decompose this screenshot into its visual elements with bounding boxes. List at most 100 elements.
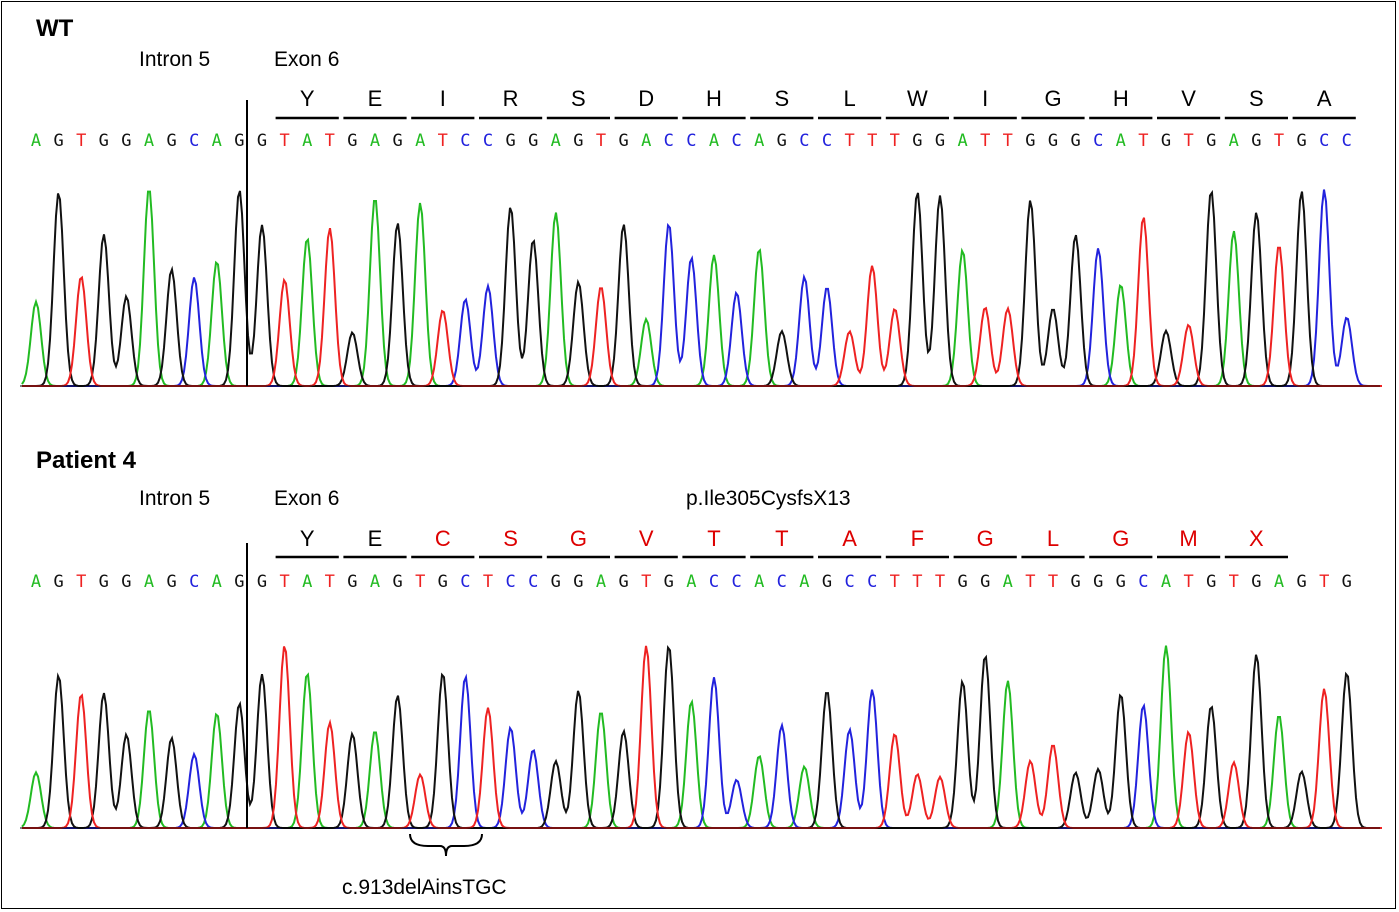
base-call: G — [935, 131, 945, 151]
base-call: T — [1274, 131, 1284, 151]
base-call: A — [596, 572, 606, 592]
amino-acid-label: G — [1044, 86, 1061, 111]
base-call: G — [121, 572, 131, 592]
base-call: T — [867, 131, 877, 151]
amino-acid-label: E — [368, 86, 383, 111]
amino-acid-label: Y — [300, 526, 315, 551]
base-call: C — [460, 131, 470, 151]
base-call: G — [392, 572, 402, 592]
amino-acid-label: D — [638, 86, 654, 111]
base-call: A — [370, 131, 380, 151]
amino-acid-label: T — [775, 526, 788, 551]
base-call: G — [664, 572, 674, 592]
base-call: A — [1161, 572, 1171, 592]
amino-acid-label: V — [639, 526, 654, 551]
amino-acid-label: V — [1181, 86, 1196, 111]
base-call: A — [212, 131, 222, 151]
amino-acid-label: S — [571, 86, 586, 111]
amino-acid-label: E — [368, 526, 383, 551]
base-call: T — [483, 572, 493, 592]
base-call: C — [189, 131, 199, 151]
base-call: G — [528, 131, 538, 151]
base-call: G — [1161, 131, 1171, 151]
base-call: A — [415, 131, 425, 151]
base-call: T — [415, 572, 425, 592]
amino-acid-label: G — [570, 526, 587, 551]
base-call: G — [1048, 131, 1058, 151]
base-call: G — [1251, 572, 1261, 592]
base-call: G — [166, 131, 176, 151]
base-call: T — [1138, 131, 1148, 151]
amino-acid-label: I — [982, 86, 988, 111]
base-call: T — [1003, 131, 1013, 151]
base-call: T — [844, 131, 854, 151]
amino-acid-label: H — [1113, 86, 1129, 111]
base-call: G — [121, 131, 131, 151]
insertion-brace — [409, 833, 483, 857]
base-call: G — [1206, 131, 1216, 151]
base-call: T — [912, 572, 922, 592]
base-call: A — [641, 131, 651, 151]
base-call: G — [53, 131, 63, 151]
base-call: C — [1342, 131, 1352, 151]
base-call: C — [709, 572, 719, 592]
patient-protein-mutation-label: p.Ile305CysfsX13 — [686, 487, 851, 510]
base-call: G — [99, 131, 109, 151]
base-call: G — [1251, 131, 1261, 151]
amino-acid-label: F — [911, 526, 924, 551]
base-call: G — [1296, 131, 1306, 151]
base-call: T — [1183, 131, 1193, 151]
base-call: C — [460, 572, 470, 592]
base-call: G — [1206, 572, 1216, 592]
amino-acid-label: H — [706, 86, 722, 111]
base-call: C — [483, 131, 493, 151]
base-call: G — [347, 572, 357, 592]
base-call: G — [1296, 572, 1306, 592]
base-call: A — [754, 131, 764, 151]
base-call: T — [935, 572, 945, 592]
base-call: G — [1093, 572, 1103, 592]
base-call: C — [731, 572, 741, 592]
base-call: G — [822, 572, 832, 592]
base-call: G — [980, 572, 990, 592]
base-call: G — [166, 572, 176, 592]
base-call: C — [1093, 131, 1103, 151]
wt-intron-label: Intron 5 — [139, 48, 210, 71]
base-call: A — [1229, 131, 1239, 151]
base-call: A — [957, 131, 967, 151]
base-call: A — [754, 572, 764, 592]
base-call: A — [302, 572, 312, 592]
amino-acid-label: G — [977, 526, 994, 551]
base-call: T — [1229, 572, 1239, 592]
base-call: C — [867, 572, 877, 592]
base-call: A — [709, 131, 719, 151]
base-call: G — [618, 131, 628, 151]
base-call: C — [686, 131, 696, 151]
base-call: T — [76, 131, 86, 151]
base-call: C — [844, 572, 854, 592]
base-call: T — [641, 572, 651, 592]
base-call: T — [1048, 572, 1058, 592]
amino-acid-label: L — [843, 86, 855, 111]
base-call: G — [573, 131, 583, 151]
base-call: C — [731, 131, 741, 151]
base-call: G — [438, 572, 448, 592]
base-call: A — [212, 572, 222, 592]
base-call: G — [53, 572, 63, 592]
base-call: T — [596, 131, 606, 151]
base-call: T — [980, 131, 990, 151]
base-call: T — [890, 131, 900, 151]
base-call: G — [618, 572, 628, 592]
base-call: T — [1025, 572, 1035, 592]
base-call: C — [799, 131, 809, 151]
base-call: G — [234, 572, 244, 592]
amino-acid-label: Y — [300, 86, 315, 111]
amino-acid-label: R — [503, 86, 519, 111]
base-call: A — [1274, 572, 1284, 592]
cdna-mutation-annotation: c.913delAinsTGC — [342, 876, 507, 899]
wt-exon-label: Exon 6 — [274, 48, 339, 71]
base-call: C — [664, 131, 674, 151]
